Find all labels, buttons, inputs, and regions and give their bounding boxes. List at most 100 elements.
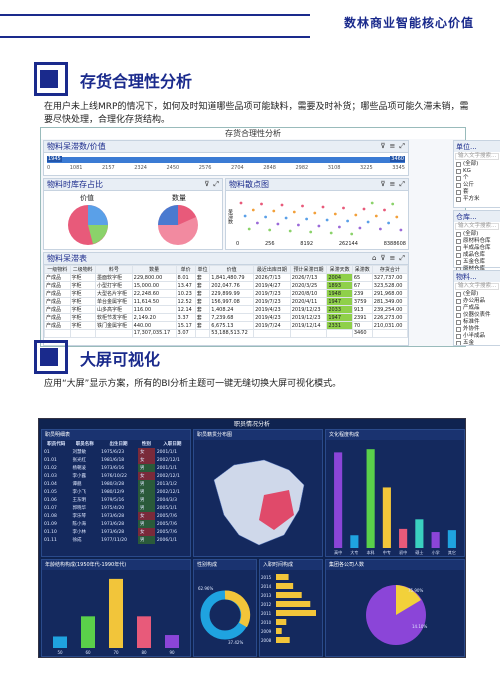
table-row[interactable]: 01.09 陈小海 1973/6/28 男 2005/7/6	[42, 520, 190, 528]
table-row[interactable]: 产成品 字柜 软柜节发字柜 2,149.20 3.37 套 7,239.68 2019/4/2…	[44, 313, 409, 322]
filter-item[interactable]: KG	[454, 168, 500, 175]
menu-icon[interactable]: ≡	[389, 142, 396, 150]
table-row[interactable]: 产成品 字柜 墨面软字柜 229,800.00 8.01 套 1,841,480.79 202…	[44, 273, 409, 282]
table-row[interactable]: 01.03 李小露 1976/10/22 女 2002/12/1	[42, 472, 190, 480]
filter-item[interactable]: 五金	[454, 340, 500, 345]
table-row[interactable]: 01.04 谭舰 1980/3/28 男 2013/1/2	[42, 480, 190, 488]
checkbox[interactable]	[456, 327, 461, 332]
table-header-cell[interactable]: 存货合计	[371, 265, 409, 274]
checkbox[interactable]	[456, 313, 461, 318]
filter-item[interactable]: 半成品仓库	[454, 245, 500, 252]
filter-search[interactable]: 输入文字搜索...	[455, 283, 499, 290]
filter-search[interactable]: 输入文字搜索...	[455, 153, 499, 160]
expand-icon[interactable]: ⤢	[399, 254, 405, 262]
filter-item[interactable]: 办公用品	[454, 298, 500, 305]
table-row[interactable]: 01.05 李小飞 1980/12/9 男 2002/12/1	[42, 488, 190, 496]
checkbox[interactable]	[456, 334, 461, 339]
table-header-cell[interactable]: 出生日期	[109, 442, 128, 447]
expand-icon[interactable]: ⤢	[213, 180, 219, 188]
checkbox[interactable]	[456, 232, 461, 237]
table-header-cell[interactable]: 数量	[131, 265, 177, 274]
checkbox[interactable]	[456, 169, 461, 174]
table-cell: 210,031.00	[371, 321, 409, 330]
filter-item[interactable]: (全部)	[454, 291, 500, 298]
checkbox[interactable]	[456, 246, 461, 251]
checkbox[interactable]	[456, 197, 461, 202]
checkbox[interactable]	[456, 239, 461, 244]
filter-item[interactable]: 五金仓库	[454, 259, 500, 266]
filter-item[interactable]: 成品仓库	[454, 252, 500, 259]
menu-icon[interactable]: ≡	[389, 180, 396, 188]
table-header-cell[interactable]: 入职日期	[163, 442, 182, 447]
checkbox[interactable]	[456, 260, 461, 265]
checkbox[interactable]	[456, 341, 461, 345]
table-row[interactable]: 产成品 字柜 铁门金属字柜 440.00 15.17 套 6,675.13 2019/7/24…	[44, 321, 409, 330]
checkbox[interactable]	[456, 183, 461, 188]
expand-icon[interactable]: ⤢	[399, 180, 405, 188]
checkbox[interactable]	[456, 162, 461, 167]
table-cell: 产成品	[44, 273, 71, 282]
header-band	[0, 14, 310, 38]
filter-item[interactable]: 小半成品	[454, 333, 500, 340]
menu-icon[interactable]: ≡	[389, 254, 396, 262]
table-row[interactable]: 产成品 字柜 小型打字柜 15,000.00 13.47 套 202,047.76 2019/…	[44, 281, 409, 290]
table-header-cell[interactable]: 一级物料	[44, 265, 71, 274]
gender-label-a: 62.96%	[198, 586, 214, 591]
table-header-cell[interactable]: 单位	[194, 265, 211, 274]
filter-item[interactable]: 公斤	[454, 182, 500, 189]
range-slider[interactable]: 1945 3460	[47, 156, 405, 163]
filter-item[interactable]: 个	[454, 175, 500, 182]
table-row[interactable]: 01.01 张光红 1981/6/18 女 2002/12/1	[42, 456, 190, 464]
table-cell: 01.06	[44, 497, 57, 503]
filter-item[interactable]: (全部)	[454, 231, 500, 238]
chart-bar	[415, 519, 424, 548]
filter-item[interactable]: 仪器仪表件	[454, 312, 500, 319]
filter-icon[interactable]: ⊽	[380, 254, 386, 262]
table-row[interactable]: 产成品 字柜 山多高字柜 116.00 12.14 套 1,408.24 2019/4/23 2…	[44, 305, 409, 314]
table-row[interactable]: 01.02 杨朝凌 1973/6/16 男 2001/1/1	[42, 464, 190, 472]
filter-item[interactable]: 外协件	[454, 326, 500, 333]
filter-icon[interactable]: ⊽	[380, 180, 386, 188]
chart-bar	[382, 487, 391, 548]
table-header-cell[interactable]: 预计呆滞日期	[289, 265, 328, 274]
table-header-cell[interactable]: 价值	[209, 265, 255, 274]
table-header-cell[interactable]: 单价	[175, 265, 196, 274]
table-cell: 2005/7/6	[156, 521, 178, 527]
table-cell: 套	[194, 297, 211, 306]
table-row[interactable]: 01.10 李小林 1973/6/28 女 2005/7/6	[42, 528, 190, 536]
checkbox[interactable]	[456, 320, 461, 325]
filter-item[interactable]: 套	[454, 189, 500, 196]
table-header-cell[interactable]: 二级物料	[69, 265, 97, 274]
table-header-cell[interactable]: 职员名称	[75, 442, 94, 447]
checkbox[interactable]	[456, 253, 461, 258]
table-row[interactable]: 产成品 字柜 大型名片字柜 22,248.60 10.23 套 229,899.99 2019…	[44, 289, 409, 298]
table-cell: 1973/6/16	[101, 465, 125, 471]
filter-item[interactable]: (全部)	[454, 161, 500, 168]
checkbox[interactable]	[456, 190, 461, 195]
expand-icon[interactable]: ⤢	[399, 142, 405, 150]
table-row[interactable]: 01 刘慧敏 1975/6/23 女 2001/1/1	[42, 448, 190, 456]
table-row[interactable]: 01.07 郭晓华 1975/4/20 男 2005/1/1	[42, 504, 190, 512]
home-icon[interactable]: ⌂	[371, 254, 377, 262]
filter-item[interactable]: 标准件	[454, 319, 500, 326]
table-header-cell[interactable]: 职员代码	[47, 442, 66, 447]
filter-item[interactable]: 产成品	[454, 305, 500, 312]
filter-icon[interactable]: ⊽	[204, 180, 210, 188]
table-header-cell[interactable]: 呆滞数	[351, 265, 373, 274]
table-header-cell[interactable]: 最近出库日期	[253, 265, 291, 274]
filter-search[interactable]: 输入文字搜索...	[455, 223, 499, 230]
table-row[interactable]: 01.06 王东明 1979/5/16 男 2004/3/3	[42, 496, 190, 504]
table-row[interactable]: 产成品 字柜 单台金属字柜 11,614.50 12.52 套 156,997.08 2019…	[44, 297, 409, 306]
checkbox[interactable]	[456, 306, 461, 311]
table-row[interactable]: 01.08 李乐琴 1973/6/28 女 2005/7/6	[42, 512, 190, 520]
checkbox[interactable]	[456, 292, 461, 297]
checkbox[interactable]	[456, 299, 461, 304]
filter-item[interactable]: 原材料仓库	[454, 238, 500, 245]
table-header-cell[interactable]: 性别	[141, 442, 151, 447]
filter-item[interactable]: 平方米	[454, 196, 500, 203]
table-header-cell[interactable]: 呆滞天数	[326, 265, 353, 274]
table-header-cell[interactable]: 料号	[95, 265, 133, 274]
checkbox[interactable]	[456, 176, 461, 181]
filter-icon[interactable]: ⊽	[380, 142, 386, 150]
table-row[interactable]: 01.11 徐成 1977/11/20 男 2006/1/1	[42, 536, 190, 544]
